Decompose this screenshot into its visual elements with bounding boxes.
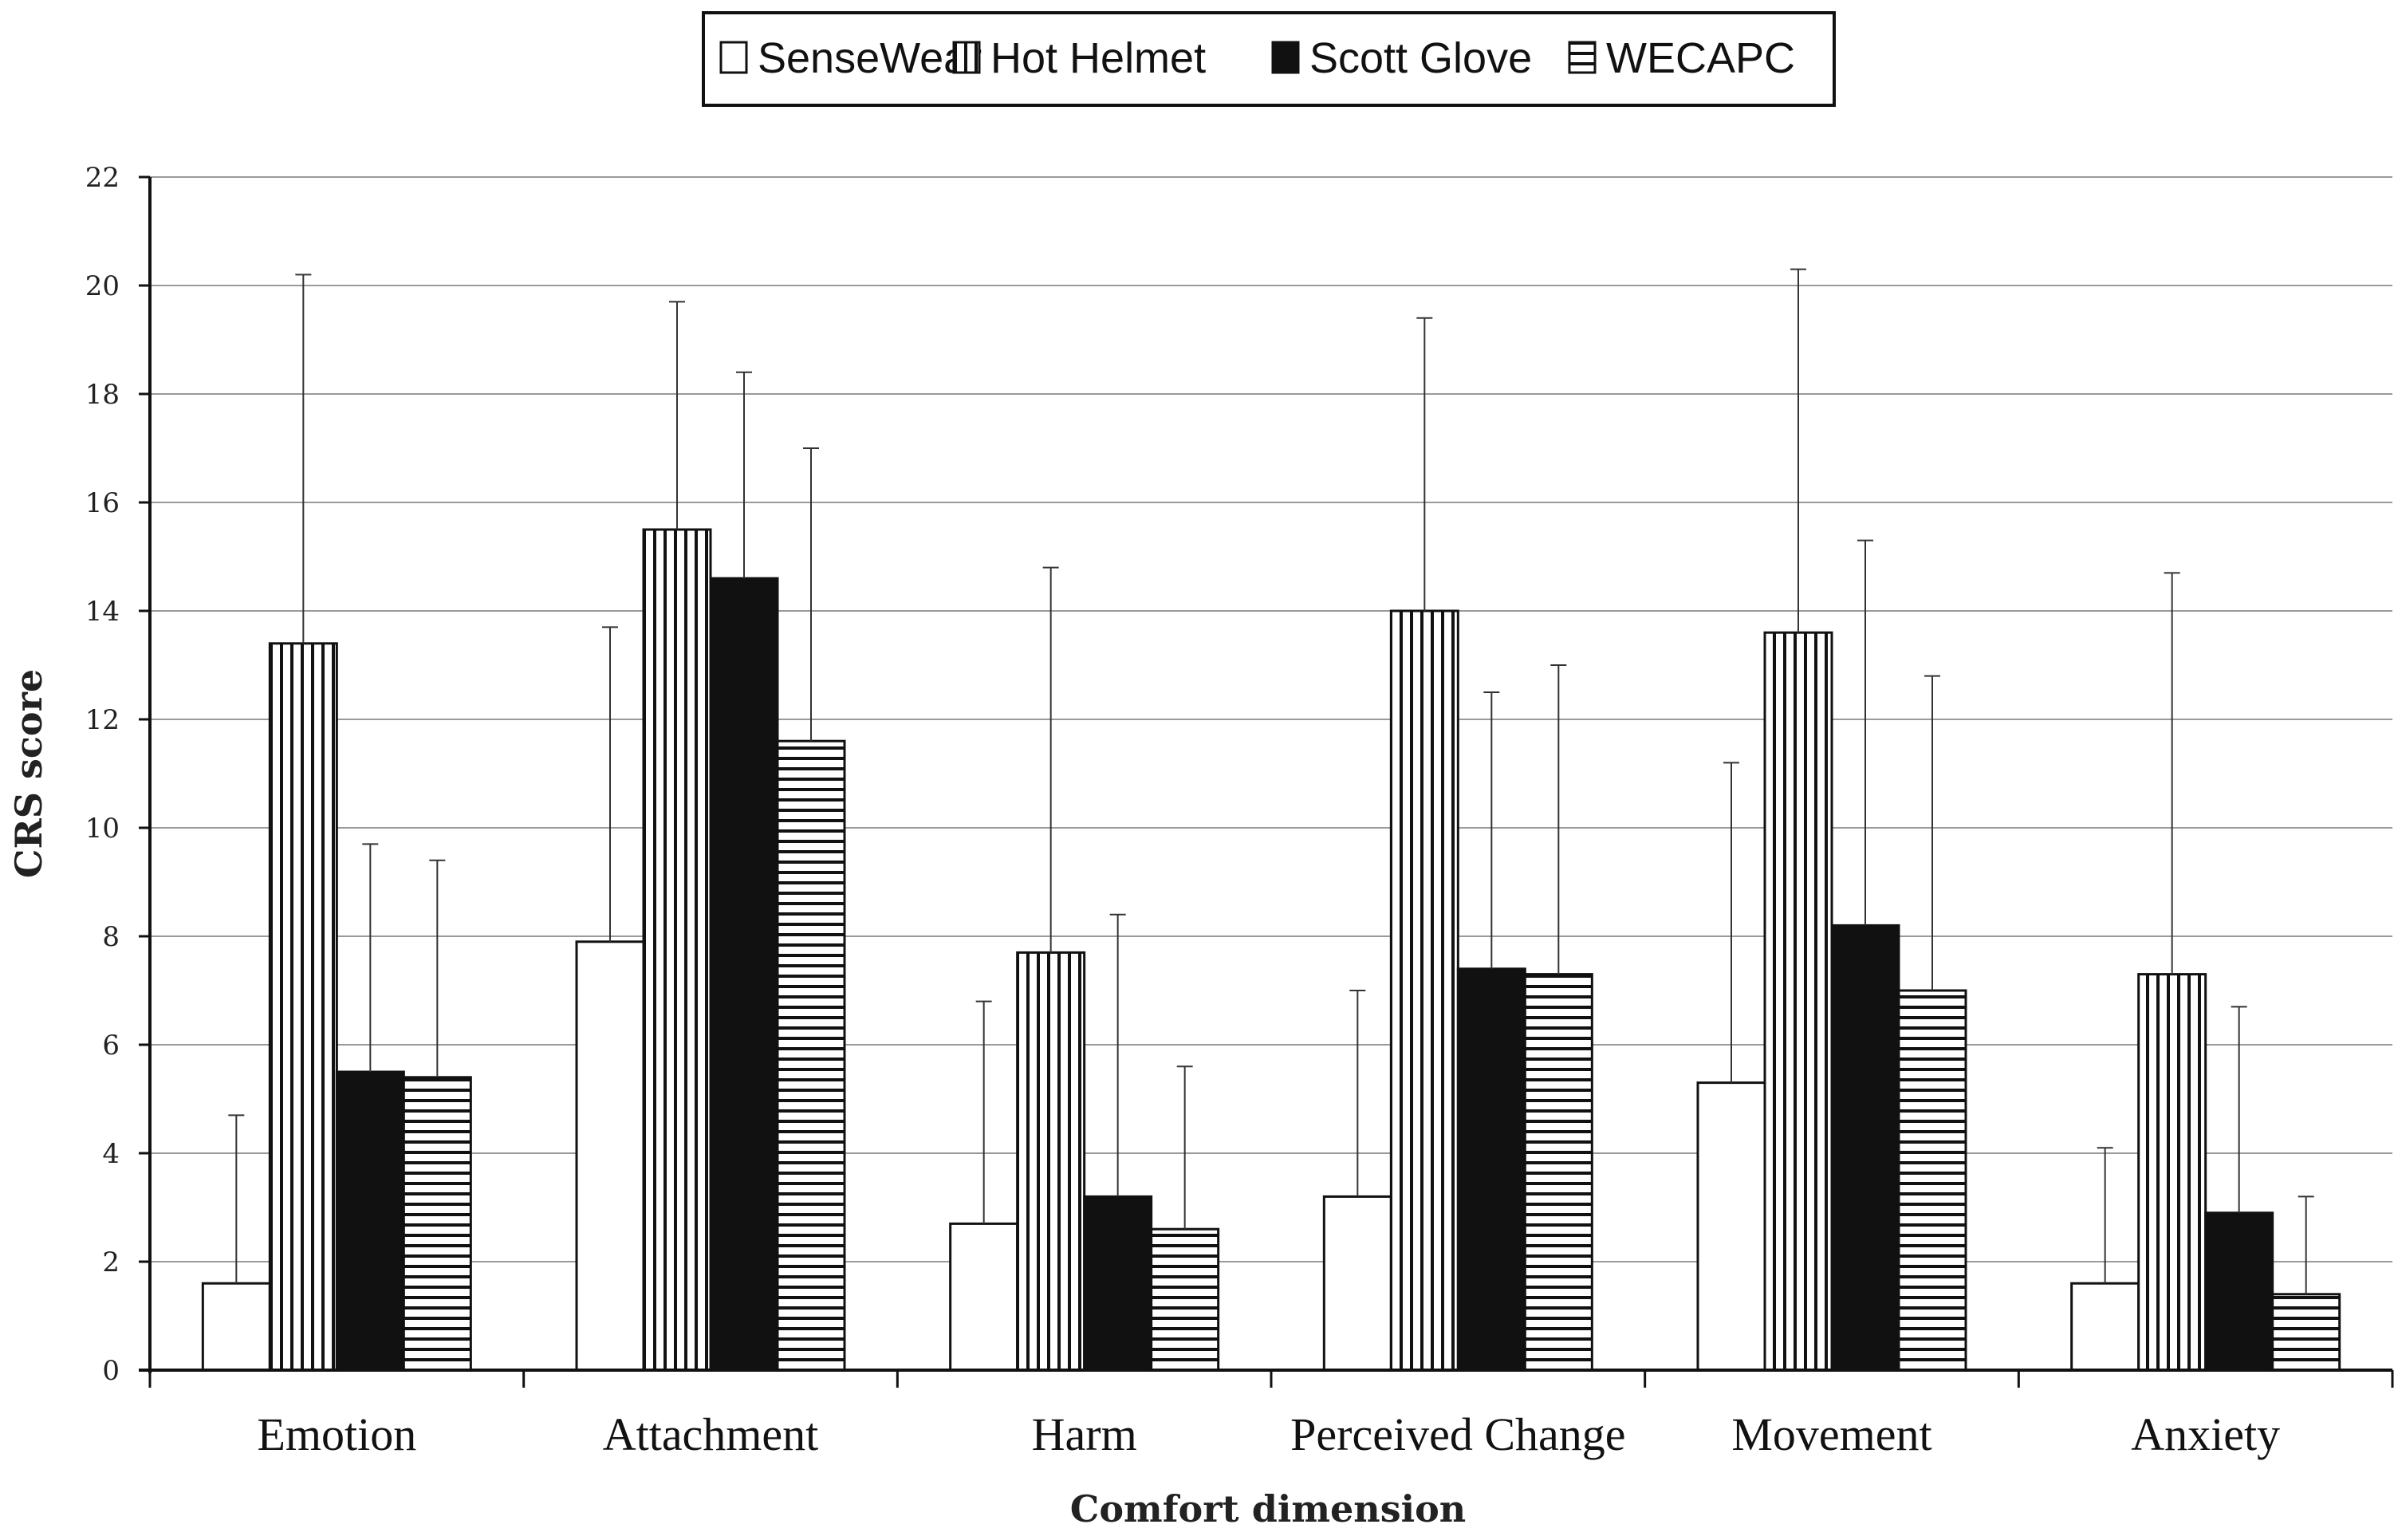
y-tick-label: 12	[85, 704, 120, 736]
bar-wecapc	[776, 739, 846, 1372]
y-tick-label: 22	[85, 162, 120, 194]
bar-scott-glove	[709, 577, 779, 1372]
category-label: Emotion	[257, 1408, 416, 1460]
bar-sensewear	[949, 1222, 1019, 1372]
y-tick-label: 16	[85, 487, 120, 519]
bar-scott-glove	[2204, 1211, 2274, 1372]
bar-scott-glove	[1830, 924, 1900, 1372]
bar-hot-helmet	[268, 642, 338, 1372]
category-label: Movement	[1731, 1408, 1931, 1460]
category-label: Harm	[1032, 1408, 1137, 1460]
bar-wecapc	[1523, 973, 1593, 1372]
y-tick-label: 14	[85, 596, 120, 628]
legend-label: WECAPC	[1606, 34, 1795, 82]
axes: 0 2 4 6 8 10 12 14 16 18 20 22 Emotion Attachment Harm…	[85, 162, 2394, 1460]
legend-label: Hot Helmet	[990, 34, 1206, 82]
bar-hot-helmet	[1016, 951, 1086, 1372]
plot-area: 0 2 4 6 8 10 12 14 16 18 20 22 Emotion Attachment Harm…	[85, 162, 2394, 1460]
legend: SenseWear Hot Helmet Scott Glove WECAPC	[702, 11, 1836, 107]
legend-swatch-scott-glove	[1271, 41, 1300, 74]
category-label: Perceived Change	[1290, 1408, 1625, 1460]
bar-scott-glove	[335, 1070, 405, 1372]
y-tick-label: 6	[102, 1030, 120, 1061]
y-tick-label: 10	[85, 813, 120, 845]
y-tick-label: 4	[102, 1138, 120, 1170]
bar-sensewear	[1322, 1195, 1392, 1372]
bar-wecapc	[1897, 989, 1967, 1372]
bar-hot-helmet	[2137, 973, 2207, 1372]
y-tick-label: 2	[102, 1247, 120, 1278]
category-label: Attachment	[603, 1408, 819, 1460]
category-label: Anxiety	[2131, 1408, 2280, 1460]
bars	[201, 268, 2341, 1372]
legend-label: SenseWear	[758, 34, 982, 82]
gridlines	[150, 176, 2392, 1262]
y-tick-label: 8	[102, 921, 120, 953]
y-tick-label: 0	[102, 1355, 120, 1387]
bar-sensewear	[1696, 1081, 1766, 1372]
bar-hot-helmet	[642, 528, 712, 1372]
legend-label: Scott Glove	[1309, 34, 1532, 82]
y-tick-label: 20	[85, 270, 120, 302]
bar-sensewear	[575, 940, 645, 1372]
legend-box	[702, 11, 1836, 107]
legend-swatch-hot-helmet	[952, 41, 981, 74]
bar-scott-glove	[1083, 1195, 1153, 1372]
bar-sensewear	[2070, 1282, 2140, 1372]
legend-swatch-wecapc	[1568, 41, 1597, 74]
bar-scott-glove	[1456, 967, 1526, 1372]
bar-wecapc	[2271, 1293, 2341, 1372]
bar-hot-helmet	[1763, 631, 1833, 1372]
bar-wecapc	[1150, 1227, 1220, 1372]
legend-swatch-sensewear	[719, 41, 748, 74]
x-axis-title: Comfort dimension	[1070, 1487, 1466, 1530]
y-tick-label: 18	[85, 379, 120, 411]
bar-wecapc	[402, 1076, 472, 1372]
bar-sensewear	[201, 1282, 271, 1372]
y-axis-title: CRS score	[7, 669, 50, 878]
bar-hot-helmet	[1389, 609, 1459, 1372]
